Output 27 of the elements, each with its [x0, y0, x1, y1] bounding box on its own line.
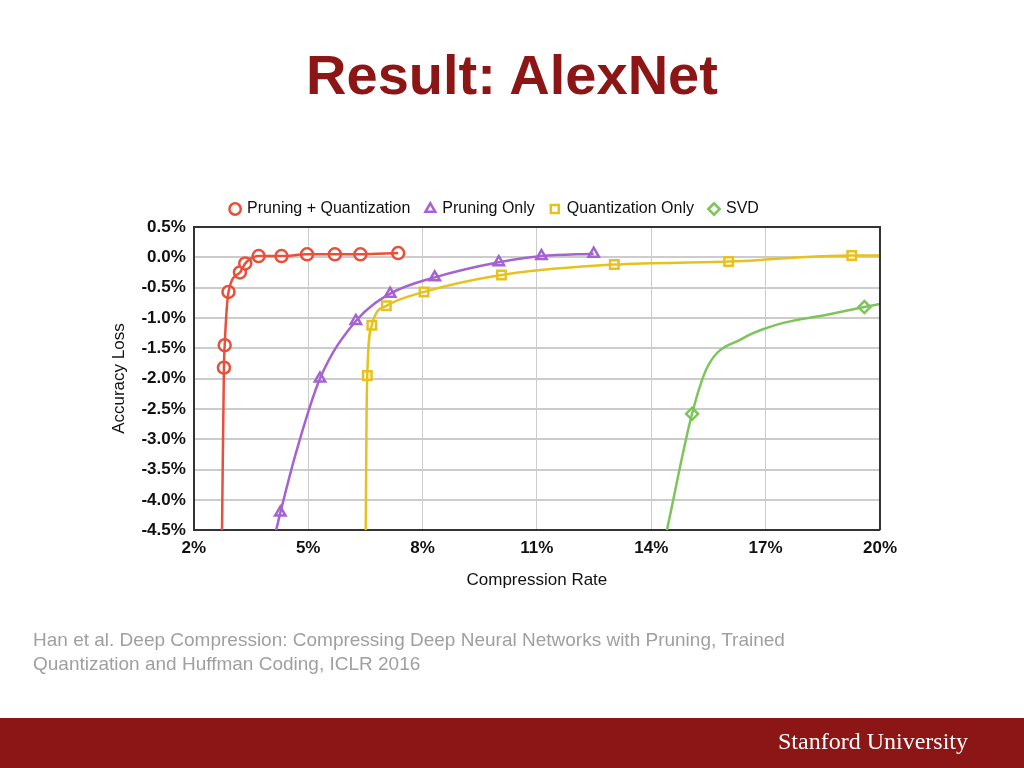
y-tick-label: -1.0% [141, 307, 186, 327]
y-tick-label: -3.0% [141, 428, 186, 448]
legend-label: Pruning + Quantization [247, 199, 411, 217]
y-tick-label: -2.0% [141, 368, 186, 388]
y-axis-title: Accuracy Loss [108, 323, 128, 434]
text: Han et al. Deep Compression: Compressing Deep Neural Networks with Pruning, Trained Quantization and Huffman Coding, ICLR 2016 [33, 628, 786, 676]
x-tick-label: 8% [410, 538, 435, 558]
y-tick-label: 0.5% [147, 216, 186, 236]
text: Stanford University [778, 728, 968, 755]
x-tick-label: 14% [634, 538, 669, 558]
x-tick-label: 5% [295, 538, 321, 558]
x-tick-label: 17% [748, 538, 783, 558]
y-tick-label: -4.5% [141, 519, 186, 539]
legend-label: SVD [726, 199, 759, 217]
x-tick-label: 11% [520, 538, 554, 558]
y-tick-label: -2.5% [141, 398, 186, 418]
legend-label: Pruning Only [442, 199, 535, 217]
legend-label: Quantization Only [566, 199, 694, 217]
y-tick-label: -4.0% [141, 489, 186, 509]
x-axis-title: Compression Rate [466, 570, 608, 590]
chart-title: Result: AlexNet [305, 42, 719, 107]
x-tick-label: 20% [862, 538, 897, 558]
y-tick-label: -0.5% [141, 277, 186, 297]
x-tick-label: 2% [181, 538, 207, 558]
y-tick-label: -1.5% [141, 337, 186, 357]
y-tick-label: 0.0% [147, 247, 186, 267]
y-tick-label: -3.5% [141, 459, 186, 479]
